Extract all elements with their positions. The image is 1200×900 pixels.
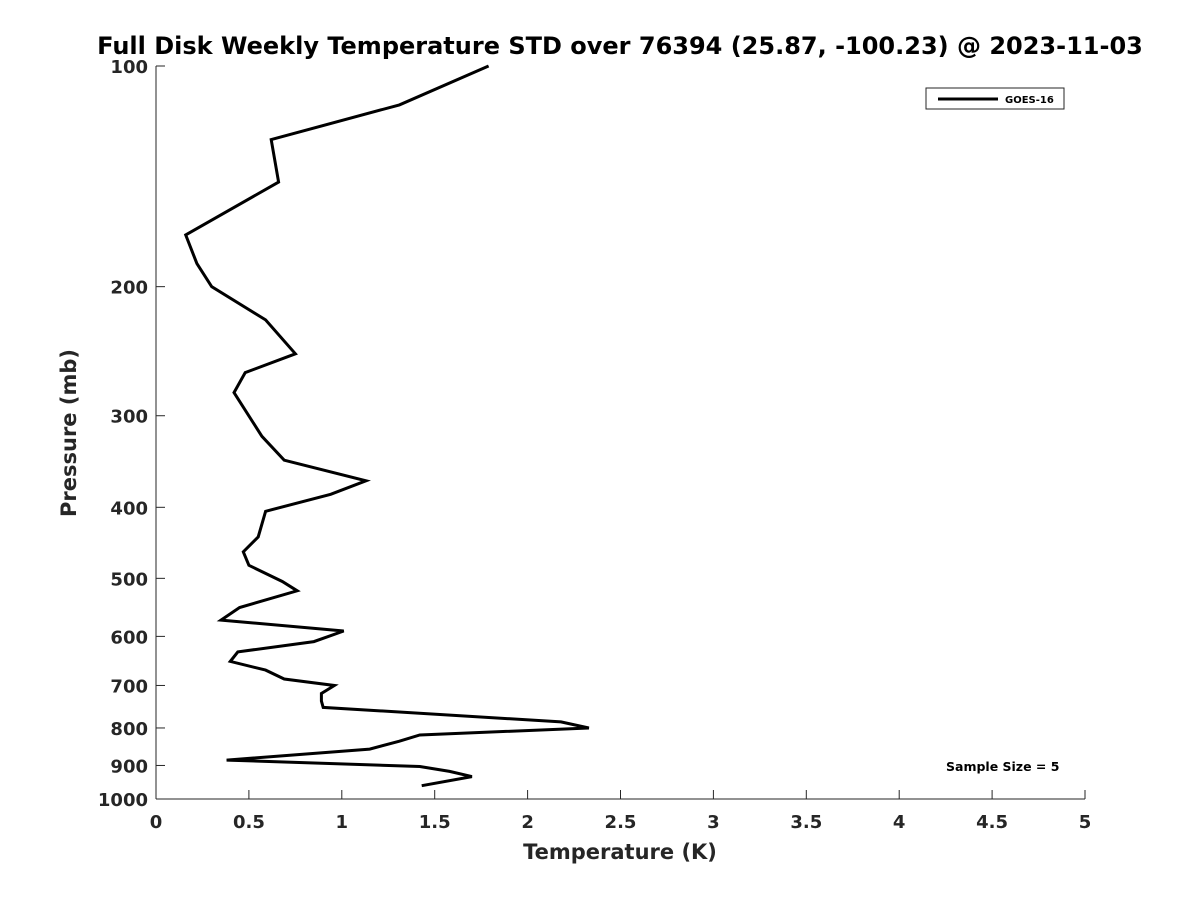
y-axis-label: Pressure (mb): [57, 349, 81, 517]
y-tick-label: 1000: [98, 790, 148, 811]
x-tick-label: 2.5: [605, 812, 637, 833]
y-tick-label: 100: [110, 57, 148, 78]
x-tick-label: 1.5: [419, 812, 451, 833]
x-tick-label: 3.5: [790, 812, 822, 833]
y-tick-label: 200: [110, 278, 148, 299]
sample-size-annotation: Sample Size = 5: [946, 759, 1059, 774]
x-tick-label: 0.5: [233, 812, 265, 833]
series-line-goes16: [183, 64, 590, 788]
y-tick-label: 500: [110, 569, 148, 590]
x-axis-label: Temperature (K): [523, 840, 717, 864]
x-tick-label: 2: [521, 812, 534, 833]
legend: GOES-16: [925, 87, 1065, 110]
y-tick-label: 600: [110, 627, 148, 648]
y-tick-label: 800: [110, 719, 148, 740]
x-tick-label: 1: [336, 812, 349, 833]
y-tick-label: 700: [110, 676, 148, 697]
y-tick-label: 900: [110, 756, 148, 777]
y-tick-label: 400: [110, 498, 148, 519]
y-tick-label: 300: [110, 407, 148, 428]
y-axis-ticks: 100 200 300 400 500 600 700 800 900 1000: [98, 57, 165, 811]
legend-label: GOES-16: [1005, 95, 1054, 106]
x-tick-label: 0: [150, 812, 163, 833]
x-tick-label: 3: [707, 812, 720, 833]
x-tick-label: 4: [893, 812, 906, 833]
x-axis-ticks: 0 0.5 1 1.5 2 2.5 3 3.5 4 4.5 5: [150, 790, 1092, 833]
x-tick-label: 5: [1079, 812, 1092, 833]
x-tick-label: 4.5: [976, 812, 1008, 833]
chart-title: Full Disk Weekly Temperature STD over 76…: [97, 32, 1143, 60]
